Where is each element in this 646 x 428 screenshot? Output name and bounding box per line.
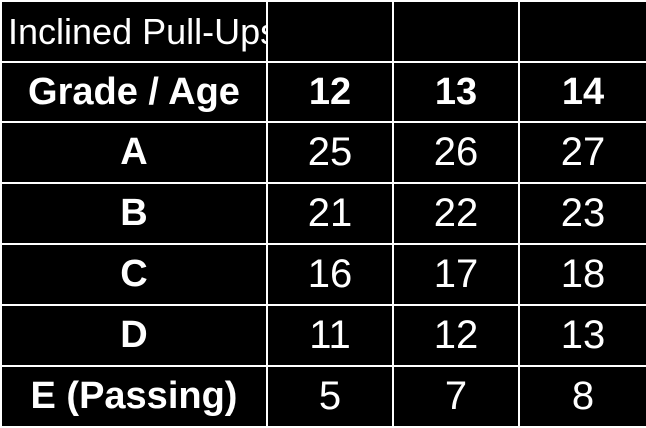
header-age-12: 12: [266, 61, 394, 123]
value-cell: 5: [266, 365, 394, 428]
header-row: Grade / Age 12 13 14: [0, 61, 646, 123]
value-cell: 7: [392, 365, 520, 428]
table-row: D 11 12 13: [0, 304, 646, 367]
grade-cell: E (Passing): [0, 365, 268, 428]
value-cell: 26: [392, 121, 520, 184]
value-cell: 12: [392, 304, 520, 367]
table-row: E (Passing) 5 7 8: [0, 365, 646, 428]
value-cell: 17: [392, 243, 520, 306]
empty-cell: [266, 0, 394, 63]
value-cell: 18: [518, 243, 646, 306]
value-cell: 8: [518, 365, 646, 428]
value-cell: 25: [266, 121, 394, 184]
table-title: Inclined Pull-Ups: [0, 0, 268, 63]
grade-cell: D: [0, 304, 268, 367]
value-cell: 23: [518, 182, 646, 245]
value-cell: 21: [266, 182, 394, 245]
table-row: C 16 17 18: [0, 243, 646, 306]
header-grade-age: Grade / Age: [0, 61, 268, 123]
grade-cell: C: [0, 243, 268, 306]
header-age-14: 14: [518, 61, 646, 123]
table-row: A 25 26 27: [0, 121, 646, 184]
table-row: B 21 22 23: [0, 182, 646, 245]
title-row: Inclined Pull-Ups: [0, 0, 646, 63]
empty-cell: [518, 0, 646, 63]
value-cell: 16: [266, 243, 394, 306]
value-cell: 11: [266, 304, 394, 367]
header-age-13: 13: [392, 61, 520, 123]
grade-cell: B: [0, 182, 268, 245]
value-cell: 22: [392, 182, 520, 245]
value-cell: 27: [518, 121, 646, 184]
grade-cell: A: [0, 121, 268, 184]
empty-cell: [392, 0, 520, 63]
value-cell: 13: [518, 304, 646, 367]
